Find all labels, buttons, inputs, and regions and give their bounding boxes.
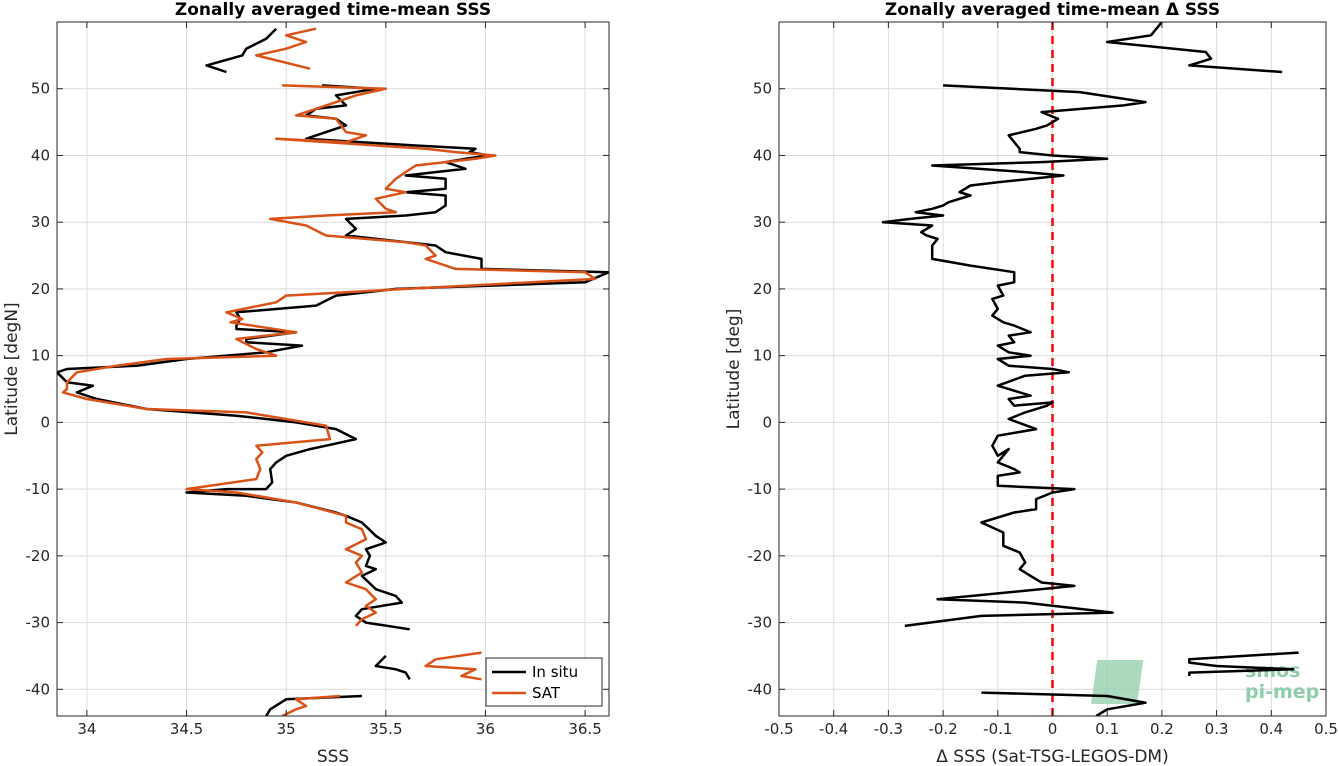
- x-tick-label: 0.5: [1314, 720, 1338, 738]
- series-line-in-situ-segment-0: [205, 27, 278, 74]
- x-axis-label-left: SSS: [317, 747, 349, 766]
- y-tick-label: -10: [26, 480, 51, 498]
- ticks-right: -0.5 -0.4 -0.3 -0.2 -0.1 0 0.1 0.2 0.3 0.4 0.5 -40 -…: [748, 22, 1338, 738]
- y-tick-label: -20: [26, 547, 51, 565]
- series-line-sat-segment-3: [281, 694, 341, 716]
- series-line-delta-sss-segment-1: [881, 84, 1147, 628]
- x-tick-label: 0.1: [1095, 720, 1119, 738]
- y-tick-label: 50: [753, 80, 772, 98]
- y-tick-label: 20: [753, 280, 772, 298]
- x-tick-label: -0.4: [819, 720, 848, 738]
- x-tick-label: -0.5: [764, 720, 793, 738]
- x-tick-label: -0.2: [928, 720, 957, 738]
- y-tick-label: -10: [748, 480, 773, 498]
- chart-title-right: Zonally averaged time-mean Δ SSS: [885, 0, 1220, 20]
- grid-left: [57, 22, 609, 716]
- y-tick-label: 20: [31, 280, 50, 298]
- x-tick-label: 35: [277, 720, 296, 738]
- x-tick-label: -0.1: [983, 720, 1012, 738]
- legend-label-in-situ: In situ: [532, 663, 578, 681]
- legend: In situ SAT: [485, 657, 603, 707]
- x-tick-label: 0.4: [1259, 720, 1283, 738]
- series-line-delta-sss-segment-2: [1188, 651, 1299, 676]
- sss-plot: 34 34.5 35 35.5 36 36.5 -40 -30 -20 -10 0 10 20 30 40 5…: [2, 0, 610, 766]
- legend-label-sat: SAT: [532, 684, 561, 702]
- y-tick-label: -30: [26, 614, 51, 632]
- y-tick-label: -40: [26, 680, 51, 698]
- y-tick-label: -30: [748, 614, 773, 632]
- x-tick-label: 0: [1048, 720, 1058, 738]
- logo-text-pi-mep: pi-mep: [1245, 681, 1319, 703]
- ticks-left: 34 34.5 35 35.5 36 36.5 -40 -30 -20 -10 0 10 20 30 40 5…: [26, 22, 609, 738]
- y-tick-label: 40: [31, 146, 50, 164]
- series-line-sat-segment-0: [255, 27, 317, 70]
- x-tick-label: 36.5: [568, 720, 601, 738]
- y-axis-label-right: Latitude [deg]: [724, 309, 744, 430]
- y-tick-label: 30: [753, 213, 772, 231]
- y-tick-label: -40: [748, 680, 773, 698]
- y-tick-label: 40: [753, 146, 772, 164]
- x-tick-label: 0.3: [1205, 720, 1229, 738]
- y-tick-label: 50: [31, 80, 50, 98]
- frame-right: [778, 21, 1327, 717]
- y-tick-label: 10: [753, 347, 772, 365]
- logo-emblem: [1091, 660, 1144, 704]
- legend-box: [485, 657, 603, 707]
- y-tick-label: 0: [762, 413, 772, 431]
- x-tick-label: -0.3: [874, 720, 903, 738]
- series-line-in-situ-segment-1: [57, 84, 609, 631]
- x-tick-label: 34: [77, 720, 96, 738]
- series-line-delta-sss-segment-0: [1105, 22, 1283, 74]
- delta-sss-plot: smos pi-mep -0.5 -0.4 -0.3 -0.2 -0.1 0 0.1 0.2 0…: [724, 0, 1338, 766]
- y-tick-label: 0: [40, 413, 50, 431]
- y-axis-label-left: Latitude [degN]: [2, 302, 22, 435]
- series-line-in-situ-segment-2: [374, 655, 411, 680]
- x-tick-label: 35.5: [369, 720, 402, 738]
- series-line-sat-segment-2: [424, 651, 482, 681]
- chart-title-left: Zonally averaged time-mean SSS: [175, 0, 491, 20]
- x-tick-label: 34.5: [170, 720, 203, 738]
- series-left: [57, 27, 609, 716]
- y-tick-label: 30: [31, 213, 50, 231]
- x-tick-label: 36: [476, 720, 495, 738]
- x-tick-label: 0.2: [1150, 720, 1174, 738]
- series-right: [881, 22, 1299, 716]
- smos-pi-mep-logo: smos pi-mep: [1091, 660, 1319, 704]
- series-line-sat-segment-1: [61, 84, 597, 627]
- series-line-delta-sss-segment-3: [981, 691, 1147, 716]
- y-tick-label: 10: [31, 347, 50, 365]
- x-axis-label-right: Δ SSS (Sat-TSG-LEGOS-DM): [936, 747, 1168, 766]
- frame-left: [56, 21, 610, 717]
- y-tick-label: -20: [748, 547, 773, 565]
